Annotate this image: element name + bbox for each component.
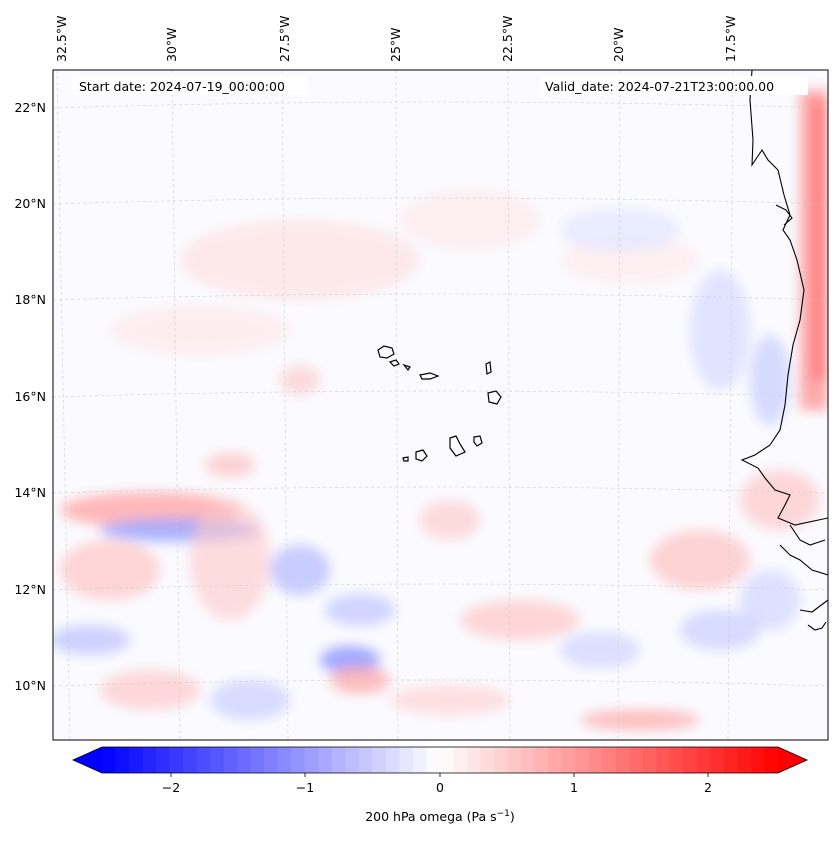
colorbar-tick-label: 0 (436, 780, 444, 795)
colorbar-ticks (170, 773, 709, 777)
valid-date-text: Valid_date: 2024-07-21T23:00:00.00 (545, 79, 774, 94)
colorbar-cell (304, 747, 319, 773)
latitude-labels: 22°N 20°N 18°N 16°N 14°N 12°N 10°N (14, 100, 46, 693)
colorbar-cells (102, 747, 779, 773)
colorbar-cell (385, 747, 401, 773)
colorbar-cell (277, 747, 292, 773)
colorbar-cell (115, 747, 130, 773)
colorbar-cell (210, 747, 225, 773)
colorbar-cell (250, 747, 265, 773)
colorbar-cell (183, 747, 198, 773)
lat-label: 12°N (14, 582, 46, 597)
lon-label: 20°W (611, 27, 626, 62)
colorbar-cell (196, 747, 211, 773)
colorbar-cell (156, 747, 171, 773)
colorbar-cell (318, 747, 333, 773)
colorbar-outline (72, 746, 808, 774)
omega-field (53, 90, 828, 730)
colorbar-cell (426, 747, 441, 773)
colorbar-cell (102, 747, 117, 773)
colorbar-cell (548, 747, 563, 773)
map-panel: Start date: 2024-07-19_00:00:00 Valid_da… (53, 70, 828, 740)
colorbar-cell (683, 747, 698, 773)
colorbar-cell (629, 747, 644, 773)
start-date-box (72, 76, 308, 95)
colorbar-cell (656, 747, 671, 773)
lon-label: 25°W (388, 27, 403, 62)
start-date-text: Start date: 2024-07-19_00:00:00 (79, 79, 285, 94)
lat-label: 18°N (14, 292, 46, 307)
colorbar-cell (710, 747, 725, 773)
colorbar-cell (412, 747, 428, 773)
colorbar: −2 −1 0 1 2 200 hPa omega (Pa s−1) (72, 746, 808, 824)
colorbar-cell (237, 747, 252, 773)
colorbar-cell (764, 747, 779, 773)
colorbar-cell (142, 747, 157, 773)
colorbar-cell (331, 747, 346, 773)
lat-label: 16°N (14, 389, 46, 404)
graticule (53, 70, 828, 740)
valid-date-box (540, 76, 808, 95)
colorbar-cell (372, 747, 387, 773)
colorbar-cell (534, 747, 549, 773)
longitude-labels: 32.5°W 30°W 27.5°W 25°W 22.5°W 20°W 17.5… (54, 16, 738, 62)
colorbar-cell (750, 747, 766, 773)
colorbar-cell (561, 747, 576, 773)
colorbar-cell (440, 747, 455, 773)
colorbar-cell (358, 747, 373, 773)
colorbar-cell (615, 747, 630, 773)
colorbar-cell (723, 747, 739, 773)
lon-label: 22.5°W (500, 16, 515, 62)
colorbar-tick-label: 1 (570, 780, 578, 795)
cape-verde-islands (377, 345, 502, 462)
colorbar-cell (737, 747, 752, 773)
lon-label: 30°W (164, 27, 179, 62)
colorbar-cell (264, 747, 279, 773)
map-frame (52, 69, 829, 741)
colorbar-tick-label: −2 (162, 780, 180, 795)
lon-label: 17.5°W (723, 16, 738, 62)
colorbar-cell (588, 747, 603, 773)
lat-label: 14°N (14, 485, 46, 500)
colorbar-cell (507, 747, 522, 773)
lon-label: 32.5°W (54, 16, 69, 62)
colorbar-cell (345, 747, 360, 773)
colorbar-cell (669, 747, 684, 773)
colorbar-cell (521, 747, 536, 773)
colorbar-tick-label: 2 (704, 780, 712, 795)
colorbar-cell (467, 747, 482, 773)
colorbar-cell (399, 747, 414, 773)
colorbar-cell (575, 747, 590, 773)
colorbar-cell (480, 747, 495, 773)
colorbar-cell (453, 747, 468, 773)
colorbar-cell (129, 747, 144, 773)
colorbar-cell (696, 747, 711, 773)
colorbar-cell (642, 747, 657, 773)
lat-label: 20°N (14, 196, 46, 211)
lon-label: 27.5°W (277, 16, 292, 62)
colorbar-cell (169, 747, 184, 773)
lat-label: 10°N (14, 678, 46, 693)
colorbar-tick-label: −1 (296, 780, 314, 795)
colorbar-cell (223, 747, 238, 773)
colorbar-min-extend (73, 747, 102, 773)
colorbar-cell (494, 747, 509, 773)
coastline (740, 70, 828, 631)
colorbar-cell (602, 747, 617, 773)
colorbar-cell (291, 747, 306, 773)
colorbar-label: 200 hPa omega (Pa s−1) (365, 809, 515, 824)
lat-label: 22°N (14, 100, 46, 115)
colorbar-max-extend (778, 747, 807, 773)
